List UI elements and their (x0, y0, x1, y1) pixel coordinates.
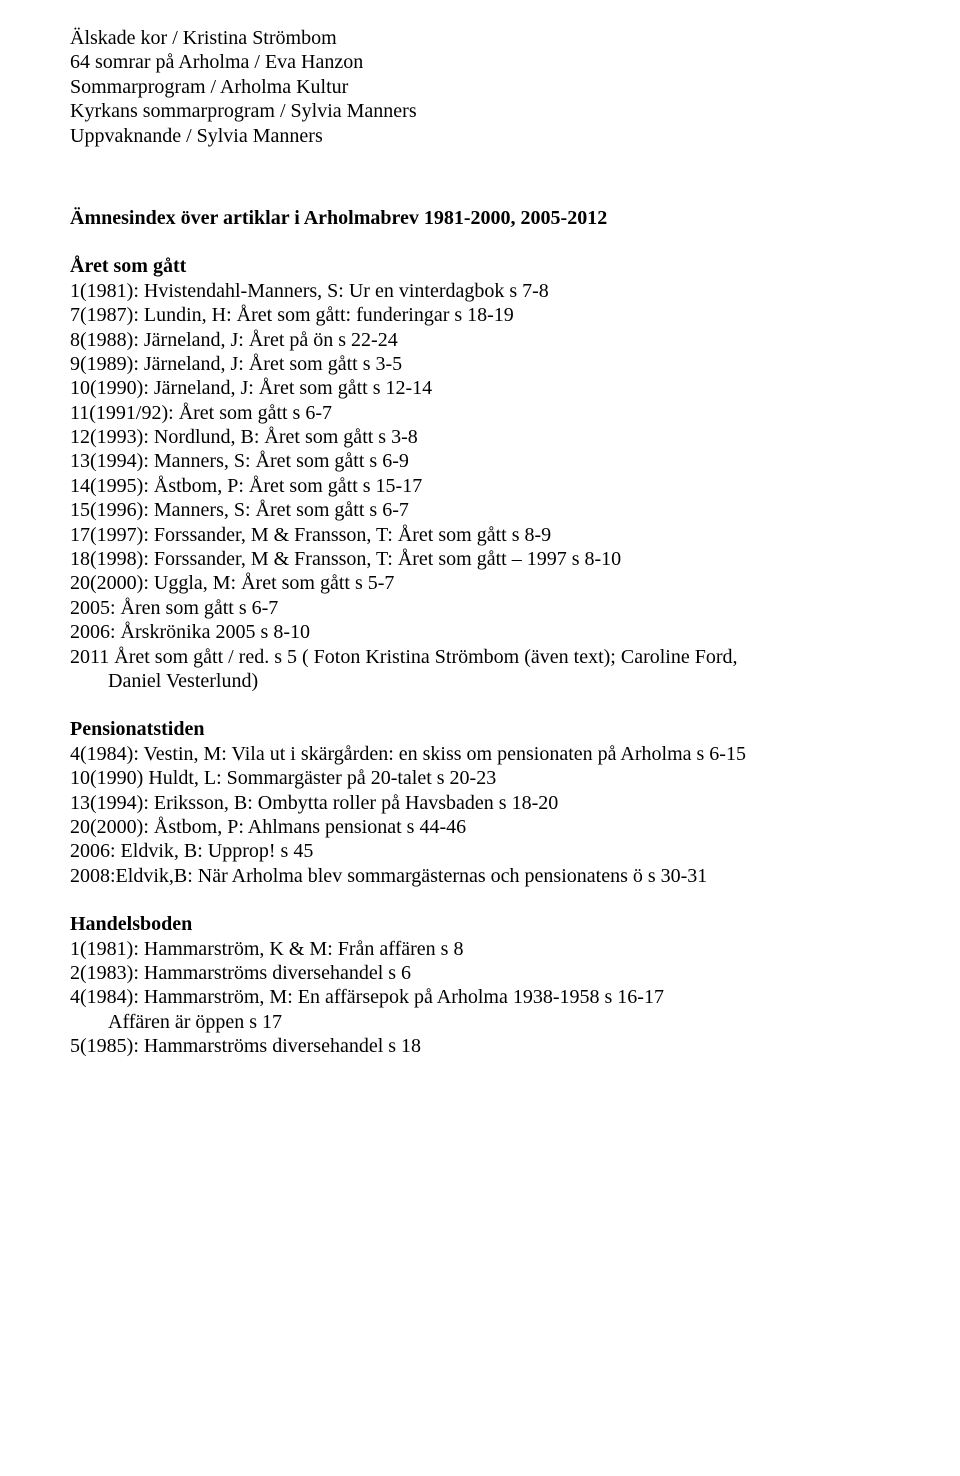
text-line: 15(1996): Manners, S: Året som gått s 6-… (70, 498, 890, 522)
text-line: 1(1981): Hvistendahl-Manners, S: Ur en v… (70, 279, 890, 303)
text-line: 12(1993): Nordlund, B: Året som gått s 3… (70, 425, 890, 449)
text-line: Kyrkans sommarprogram / Sylvia Manners (70, 99, 890, 123)
text-line-indent: Daniel Vesterlund) (70, 669, 890, 693)
text-line: 2005: Åren som gått s 6-7 (70, 596, 890, 620)
text-line: Uppvaknande / Sylvia Manners (70, 124, 890, 148)
text-line: 17(1997): Forssander, M & Fransson, T: Å… (70, 523, 890, 547)
text-line: 11(1991/92): Året som gått s 6-7 (70, 401, 890, 425)
spacer (70, 693, 890, 717)
text-line: Älskade kor / Kristina Strömbom (70, 26, 890, 50)
section-heading: Året som gått (70, 254, 890, 278)
text-line: 1(1981): Hammarström, K & M: Från affäre… (70, 937, 890, 961)
spacer (70, 888, 890, 912)
text-line: 18(1998): Forssander, M & Fransson, T: Å… (70, 547, 890, 571)
text-line: 8(1988): Järneland, J: Året på ön s 22-2… (70, 328, 890, 352)
text-line: 13(1994): Manners, S: Året som gått s 6-… (70, 449, 890, 473)
spacer (70, 230, 890, 254)
text-line: 5(1985): Hammarströms diversehandel s 18 (70, 1034, 890, 1058)
text-line: 7(1987): Lundin, H: Året som gått: funde… (70, 303, 890, 327)
index-heading: Ämnesindex över artiklar i Arholmabrev 1… (70, 206, 890, 230)
text-line: 2(1983): Hammarströms diversehandel s 6 (70, 961, 890, 985)
text-line: 4(1984): Hammarström, M: En affärsepok p… (70, 985, 890, 1009)
text-line: 10(1990) Huldt, L: Sommargäster på 20-ta… (70, 766, 890, 790)
spacer (70, 148, 890, 206)
text-line: 13(1994): Eriksson, B: Ombytta roller på… (70, 791, 890, 815)
section-handelsboden: Handelsboden 1(1981): Hammarström, K & M… (70, 912, 890, 1058)
text-line: 14(1995): Åstbom, P: Året som gått s 15-… (70, 474, 890, 498)
text-line-indent: Affären är öppen s 17 (70, 1010, 890, 1034)
text-line: 4(1984): Vestin, M: Vila ut i skärgården… (70, 742, 890, 766)
text-line: 64 somrar på Arholma / Eva Hanzon (70, 50, 890, 74)
text-line: 2006: Årskrönika 2005 s 8-10 (70, 620, 890, 644)
section-heading: Handelsboden (70, 912, 890, 936)
text-line: 2006: Eldvik, B: Upprop! s 45 (70, 839, 890, 863)
top-lines-block: Älskade kor / Kristina Strömbom 64 somra… (70, 26, 890, 148)
text-line: Sommarprogram / Arholma Kultur (70, 75, 890, 99)
text-line: 9(1989): Järneland, J: Året som gått s 3… (70, 352, 890, 376)
text-line: 2011 Året som gått / red. s 5 ( Foton Kr… (70, 645, 890, 669)
text-line: 2008:Eldvik,B: När Arholma blev sommargä… (70, 864, 890, 888)
section-aret-som-gatt: Året som gått 1(1981): Hvistendahl-Manne… (70, 254, 890, 693)
text-line: 20(2000): Åstbom, P: Ahlmans pensionat s… (70, 815, 890, 839)
text-line: 20(2000): Uggla, M: Året som gått s 5-7 (70, 571, 890, 595)
section-pensionatstiden: Pensionatstiden 4(1984): Vestin, M: Vila… (70, 717, 890, 888)
text-line: 10(1990): Järneland, J: Året som gått s … (70, 376, 890, 400)
section-heading: Pensionatstiden (70, 717, 890, 741)
